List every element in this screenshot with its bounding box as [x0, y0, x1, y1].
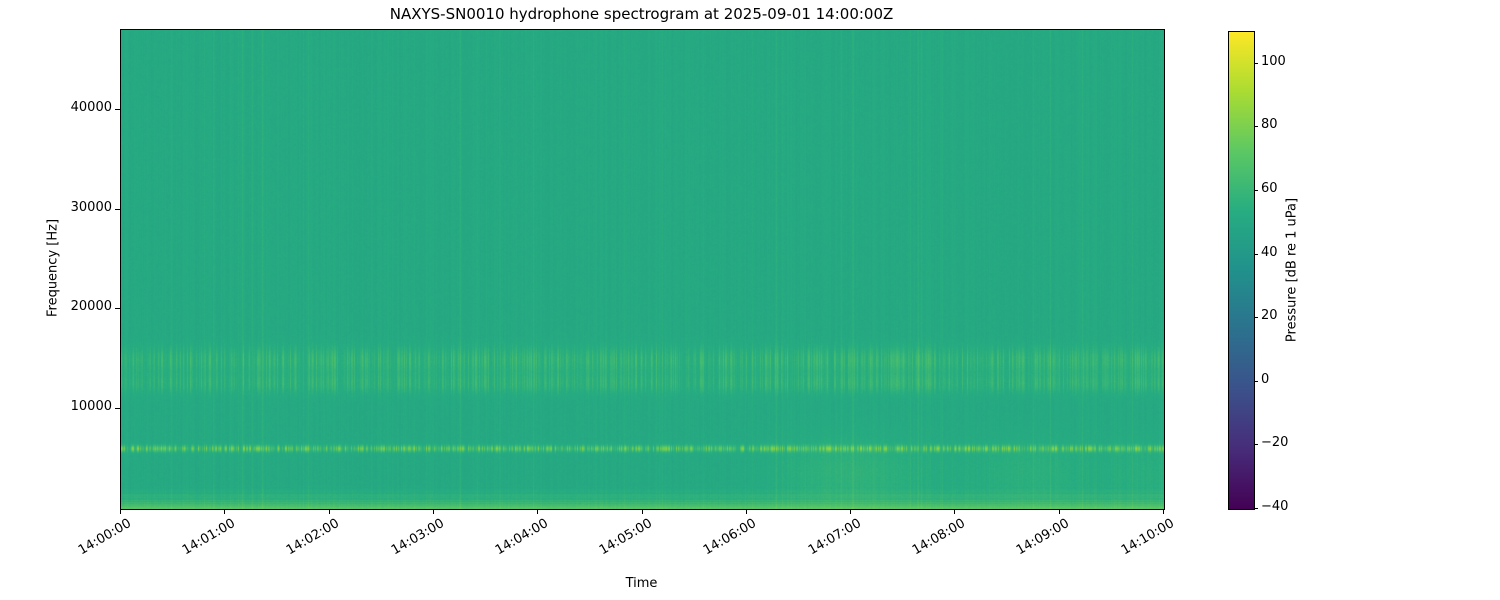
x-tick-label: 14:07:00: [805, 516, 864, 559]
chart-title: NAXYS-SN0010 hydrophone spectrogram at 2…: [389, 5, 894, 23]
x-tick-mark: [641, 509, 643, 514]
colorbar-tick-label: −20: [1261, 435, 1289, 451]
x-tick-label: 14:04:00: [492, 516, 551, 559]
colorbar-tick-label: 40: [1261, 244, 1278, 260]
x-tick-mark: [120, 509, 121, 514]
colorbar-tick-label: 60: [1261, 181, 1278, 196]
x-axis-label: Time: [625, 576, 658, 591]
x-tick-label: 14:05:00: [596, 516, 655, 559]
y-tick-label: 30000: [70, 199, 112, 215]
x-tick-mark: [1163, 509, 1164, 514]
y-tick-label: 10000: [70, 399, 112, 415]
colorbar-tick-mark: [1254, 380, 1258, 382]
x-tick-mark: [850, 509, 852, 514]
colorbar-tick-mark: [1254, 508, 1258, 509]
x-tick-mark: [328, 509, 330, 514]
x-tick-label: 14:08:00: [909, 516, 968, 559]
x-tick-label: 14:03:00: [388, 516, 447, 559]
spectrogram-canvas: [121, 30, 1164, 509]
x-tick-label: 14:09:00: [1014, 516, 1073, 559]
x-tick-label: 14:00:00: [75, 516, 134, 559]
plot-area: [120, 29, 1165, 510]
y-tick-label: 40000: [70, 99, 112, 115]
x-tick-label: 14:01:00: [179, 516, 238, 559]
y-axis-label: Frequency [Hz]: [45, 218, 61, 318]
colorbar-tick-label: 100: [1261, 53, 1286, 69]
x-tick-mark: [954, 509, 956, 514]
y-tick-mark: [115, 208, 120, 210]
colorbar-tick-mark: [1254, 444, 1258, 446]
colorbar-tick-mark: [1254, 253, 1258, 255]
y-tick-mark: [115, 308, 120, 310]
colorbar-tick-label: −40: [1261, 499, 1289, 514]
x-tick-label: 14:06:00: [701, 516, 760, 559]
x-tick-mark: [432, 509, 434, 514]
x-tick-mark: [537, 509, 539, 514]
x-tick-label: 14:10:00: [1118, 516, 1177, 559]
y-tick-label: 20000: [70, 299, 112, 315]
x-tick-mark: [1058, 509, 1060, 514]
y-tick-mark: [115, 408, 120, 410]
colorbar-label: Pressure [dB re 1 uPa]: [1284, 197, 1300, 343]
x-tick-label: 14:02:00: [284, 516, 343, 559]
colorbar-tick-mark: [1254, 126, 1258, 128]
x-tick-mark: [745, 509, 747, 514]
colorbar-tick-mark: [1254, 317, 1258, 319]
colorbar-tick-mark: [1254, 62, 1258, 64]
x-tick-mark: [224, 509, 226, 514]
colorbar-tick-label: 20: [1261, 308, 1278, 324]
y-tick-mark: [115, 108, 120, 110]
colorbar-tick-mark: [1254, 190, 1258, 191]
colorbar: [1228, 31, 1255, 510]
colorbar-tick-label: 0: [1261, 371, 1270, 387]
colorbar-tick-label: 80: [1261, 117, 1278, 133]
